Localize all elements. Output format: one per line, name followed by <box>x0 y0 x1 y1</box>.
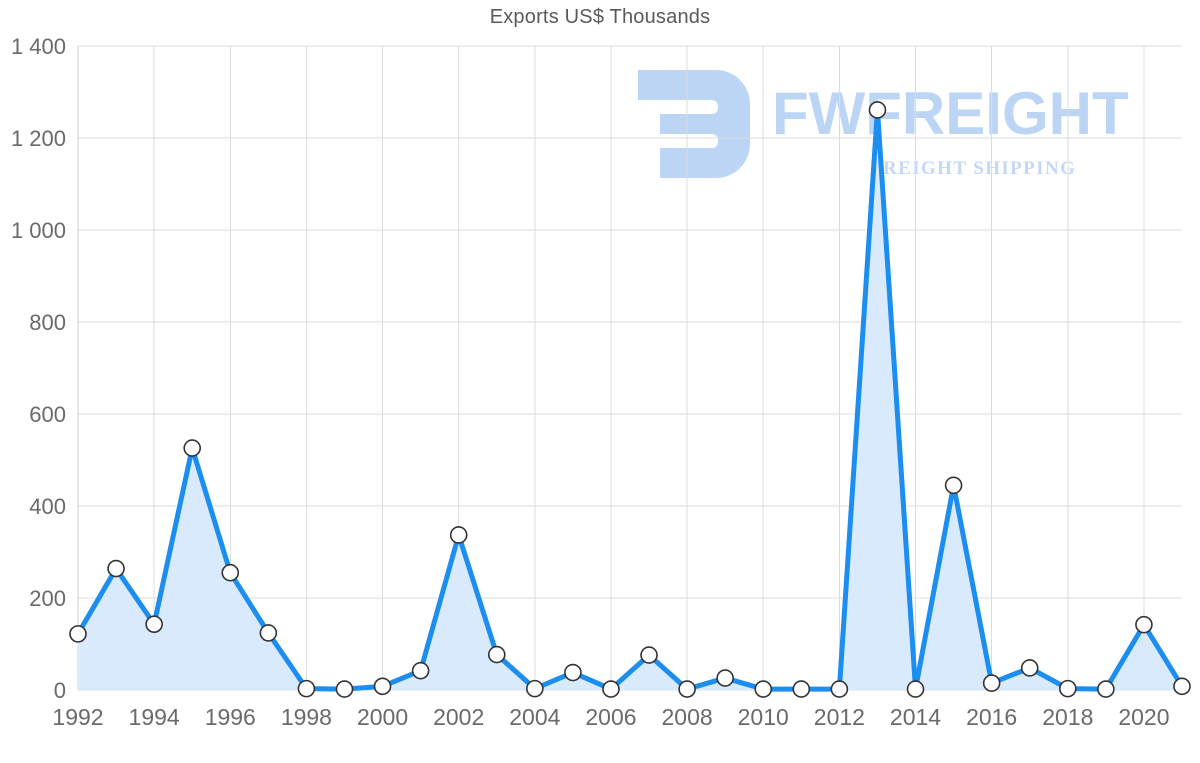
y-tick-label: 800 <box>29 310 66 335</box>
x-tick-label: 2008 <box>662 704 713 730</box>
y-tick-label: 1 200 <box>11 126 66 151</box>
gridlines <box>77 45 1182 691</box>
y-tick-label: 400 <box>29 494 66 519</box>
data-point-marker[interactable] <box>1135 615 1153 634</box>
x-tick-label: 2006 <box>585 704 636 730</box>
data-point-marker[interactable] <box>1020 659 1039 677</box>
data-point-marker[interactable] <box>69 625 87 643</box>
y-tick-label: 0 <box>54 678 66 703</box>
data-point-marker[interactable] <box>678 680 696 698</box>
data-point-marker[interactable] <box>754 680 773 698</box>
data-point-marker[interactable] <box>1058 679 1077 698</box>
data-point-marker[interactable] <box>1097 680 1115 698</box>
x-tick-label: 2012 <box>814 704 865 730</box>
y-tick-label: 1 000 <box>11 218 66 243</box>
data-point-marker[interactable] <box>602 680 620 698</box>
x-tick-label: 2010 <box>738 704 789 730</box>
data-point-marker[interactable] <box>259 624 278 642</box>
data-point-marker[interactable] <box>297 679 316 698</box>
y-tick-label: 200 <box>29 586 66 611</box>
data-point-marker[interactable] <box>145 615 163 634</box>
x-tick-label: 1996 <box>205 704 256 730</box>
x-tick-label: 2002 <box>433 704 484 730</box>
x-tick-label: 1992 <box>52 704 103 730</box>
x-tick-label: 2014 <box>890 704 941 730</box>
y-tick-label: 1 400 <box>11 34 66 59</box>
data-markers <box>69 101 1191 698</box>
data-point-marker[interactable] <box>335 680 354 698</box>
data-point-marker[interactable] <box>830 680 849 698</box>
data-point-marker[interactable] <box>1173 677 1191 696</box>
x-axis: 1992 1994 1996 1998 2000 2002 2004 2006 2008 2010… <box>52 704 1169 730</box>
data-point-marker[interactable] <box>221 563 240 582</box>
y-tick-label: 600 <box>29 402 66 427</box>
data-point-marker[interactable] <box>640 646 658 664</box>
data-point-marker[interactable] <box>183 439 202 457</box>
chart-title: Exports US$ Thousands <box>489 6 711 28</box>
data-point-marker[interactable] <box>411 661 430 680</box>
data-point-marker[interactable] <box>107 559 125 578</box>
data-point-marker[interactable] <box>564 663 582 682</box>
data-point-marker[interactable] <box>487 645 506 664</box>
x-tick-label: 2016 <box>966 704 1017 730</box>
data-point-marker[interactable] <box>944 476 963 495</box>
y-axis: 0 200 400 600 800 1 000 1 200 1 400 <box>11 34 66 703</box>
data-point-marker[interactable] <box>373 677 392 696</box>
x-tick-label: 2020 <box>1118 704 1169 730</box>
x-tick-label: 1994 <box>129 704 180 730</box>
x-tick-label: 2018 <box>1042 704 1093 730</box>
x-tick-label: 1998 <box>281 704 332 730</box>
data-point-marker[interactable] <box>526 679 544 698</box>
x-tick-label: 2004 <box>509 704 560 730</box>
data-point-marker[interactable] <box>982 674 1001 692</box>
x-tick-label: 2000 <box>357 704 408 730</box>
data-point-marker[interactable] <box>792 680 811 698</box>
area-fill <box>78 109 1182 690</box>
data-point-marker[interactable] <box>868 101 887 119</box>
data-point-marker[interactable] <box>716 669 734 687</box>
data-point-marker[interactable] <box>449 526 468 544</box>
data-series <box>69 101 1191 698</box>
data-point-marker[interactable] <box>906 680 925 698</box>
